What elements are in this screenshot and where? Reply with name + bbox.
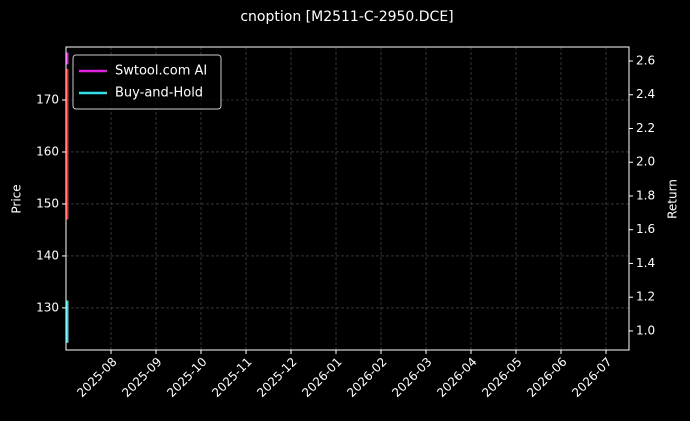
legend-box — [72, 54, 222, 110]
chart-title: cnoption [M2511-C-2950.DCE] — [240, 9, 453, 25]
x-tick-label: 2025-12 — [254, 355, 299, 400]
x-tick-label: 2025-11 — [209, 355, 254, 400]
legend-label: Buy-and-Hold — [115, 86, 203, 101]
y-tick-label: 140 — [36, 248, 59, 262]
x-tick-label: 2026-04 — [434, 355, 479, 400]
y2-tick-label: 1.0 — [636, 323, 655, 337]
y2-tick-label: 2.4 — [636, 87, 655, 101]
x-tick-label: 2026-02 — [344, 355, 389, 400]
y-tick-label: 160 — [36, 144, 59, 158]
x-tick-label: 2025-10 — [164, 355, 209, 400]
x-tick-label: 2026-05 — [479, 355, 524, 400]
x-tick-label: 2025-09 — [119, 355, 164, 400]
y-tick-label: 130 — [36, 300, 59, 314]
y-tick-label: 150 — [36, 196, 59, 210]
x-tick-label: 2026-07 — [569, 355, 614, 400]
y2-tick-label: 1.8 — [636, 188, 655, 202]
y2-axis-label: Return — [666, 179, 680, 219]
x-tick-label: 2026-03 — [389, 355, 434, 400]
plot-frame — [65, 46, 630, 351]
y2-tick-label: 1.6 — [636, 222, 655, 236]
x-tick-label: 2026-06 — [524, 355, 569, 400]
x-tick-label: 2026-01 — [299, 355, 344, 400]
y2-tick-label: 2.6 — [636, 54, 655, 68]
y2-tick-label: 1.2 — [636, 290, 655, 304]
y2-tick-label: 2.2 — [636, 121, 655, 135]
x-tick-label: 2025-08 — [74, 355, 119, 400]
y2-tick-label: 1.4 — [636, 256, 655, 270]
y-axis-label: Price — [10, 184, 24, 213]
legend-label: Swtool.com AI — [115, 64, 207, 79]
y2-tick-label: 2.0 — [636, 155, 655, 169]
y-tick-label: 170 — [36, 93, 59, 107]
